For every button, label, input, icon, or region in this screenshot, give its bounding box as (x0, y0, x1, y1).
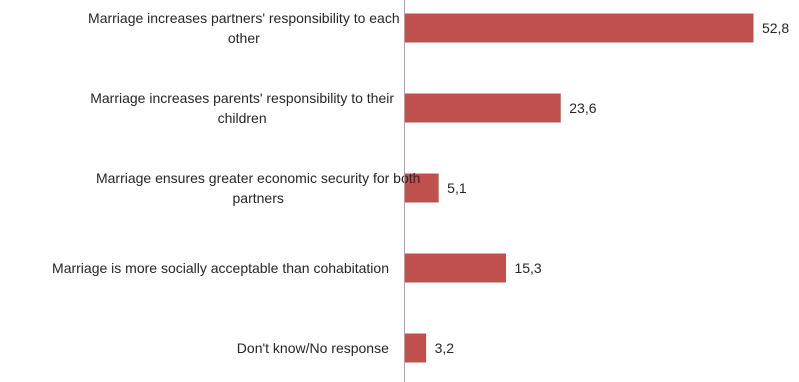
category-label-line: other (228, 30, 260, 46)
category-labels-group: Marriage increases partners' responsibil… (52, 10, 420, 356)
bar-1 (405, 13, 754, 43)
category-label-line: Marriage is more socially acceptable tha… (52, 260, 389, 276)
category-label-line: partners (233, 190, 284, 206)
category-label-line: Marriage increases parents' responsibili… (90, 90, 394, 106)
value-label-4: 15,3 (514, 260, 541, 276)
category-label-3: Marriage ensures greater economic securi… (96, 170, 420, 206)
value-label-1: 52,8 (762, 20, 789, 36)
category-label-1: Marriage increases partners' responsibil… (88, 10, 400, 46)
category-label-4: Marriage is more socially acceptable tha… (52, 260, 389, 276)
category-label-2: Marriage increases parents' responsibili… (90, 90, 394, 126)
category-label-line: Marriage ensures greater economic securi… (96, 170, 420, 186)
value-labels-group: 52,8 23,6 5,1 15,3 3,2 (435, 20, 790, 356)
category-label-line: Don't know/No response (237, 340, 389, 356)
value-label-5: 3,2 (435, 340, 455, 356)
value-label-3: 5,1 (447, 180, 467, 196)
bars-group (405, 13, 754, 363)
bar-2 (405, 93, 561, 123)
bar-5 (405, 333, 427, 363)
category-label-line: children (218, 110, 267, 126)
value-label-2: 23,6 (569, 100, 596, 116)
bar-4 (405, 253, 506, 283)
category-label-line: Marriage increases partners' responsibil… (88, 10, 400, 26)
category-label-5: Don't know/No response (237, 340, 389, 356)
bar-3 (405, 173, 439, 203)
